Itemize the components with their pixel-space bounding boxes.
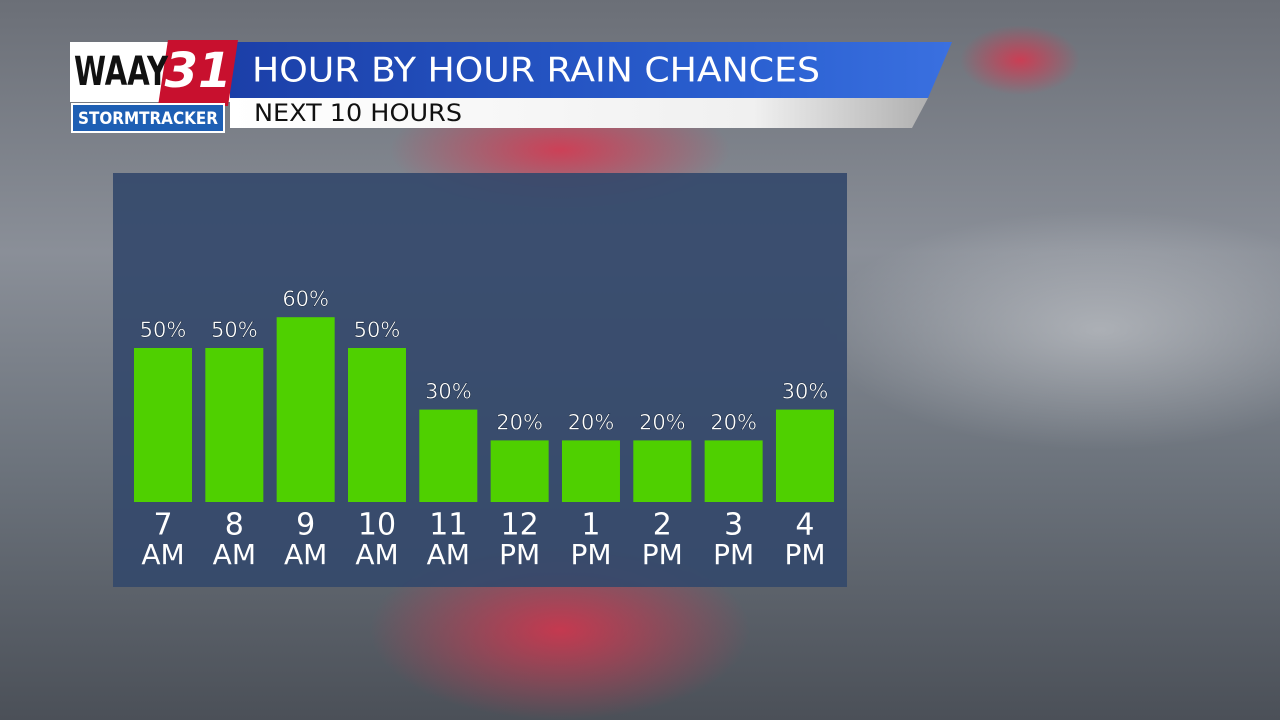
value-label: 30% <box>782 380 829 404</box>
value-label: 20% <box>710 410 757 434</box>
bar <box>490 440 549 502</box>
value-label: 50% <box>354 318 401 342</box>
chart-subtitle: NEXT 10 HOURS <box>254 99 462 127</box>
x-tick-label: 8 <box>225 508 244 543</box>
logo-tagline: STORMTRACKER <box>78 109 218 129</box>
value-label: 50% <box>140 318 187 342</box>
x-tick-label: PM <box>570 538 611 571</box>
x-tick-label: 2 <box>653 508 672 543</box>
logo-tagline-box <box>71 103 225 133</box>
x-tick-label: 10 <box>358 508 396 543</box>
x-tick-label: AM <box>284 538 327 571</box>
logo-name: WAAY <box>74 49 169 95</box>
bar <box>419 409 478 502</box>
value-label: 20% <box>639 410 686 434</box>
background-light <box>820 210 1280 450</box>
x-tick-label: 4 <box>795 508 814 543</box>
bar <box>704 440 763 502</box>
x-tick-label: PM <box>713 538 754 571</box>
x-tick-label: PM <box>499 538 540 571</box>
bar <box>276 317 335 502</box>
value-label: 20% <box>496 410 543 434</box>
title-bar <box>230 42 952 98</box>
bar <box>134 348 192 502</box>
x-tick-label: AM <box>427 538 470 571</box>
value-label: 60% <box>282 287 329 311</box>
x-tick-label: 12 <box>501 508 539 543</box>
background-glow <box>960 25 1080 95</box>
x-tick-label: 3 <box>724 508 743 543</box>
bar <box>633 440 692 502</box>
bar <box>775 409 834 502</box>
bar <box>561 440 620 502</box>
subtitle-bar <box>230 98 928 128</box>
x-tick-label: AM <box>141 538 184 571</box>
x-tick-label: 9 <box>296 508 315 543</box>
x-tick-label: 7 <box>153 508 172 543</box>
bar <box>205 348 264 502</box>
logo-number-box <box>158 40 238 106</box>
x-tick-label: PM <box>642 538 683 571</box>
value-label: 20% <box>568 410 615 434</box>
value-label: 50% <box>211 318 258 342</box>
bar <box>347 348 406 502</box>
x-tick-label: 11 <box>429 508 467 543</box>
x-tick-label: AM <box>355 538 398 571</box>
x-tick-label: AM <box>213 538 256 571</box>
chart-title: HOUR BY HOUR RAIN CHANCES <box>252 51 820 91</box>
x-tick-label: PM <box>784 538 825 571</box>
value-label: 30% <box>425 380 472 404</box>
x-tick-label: 1 <box>581 508 600 543</box>
logo-number: 31 <box>165 43 232 99</box>
